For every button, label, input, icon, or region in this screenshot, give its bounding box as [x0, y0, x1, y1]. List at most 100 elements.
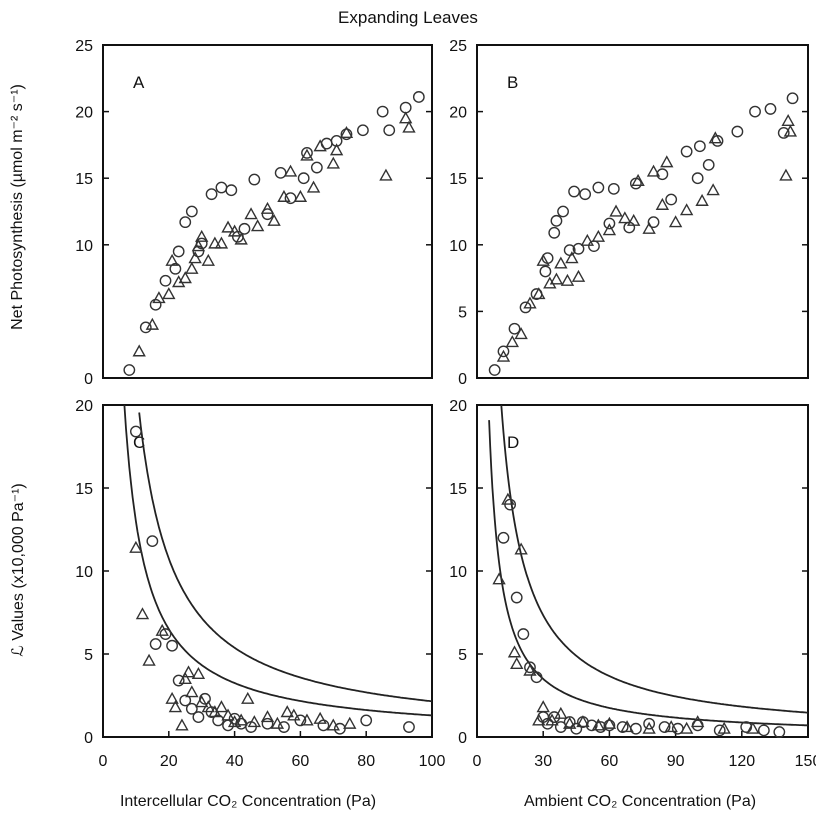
panel-d-xtick-label: 120 — [728, 753, 755, 770]
panel-a-circle-point — [215, 181, 228, 194]
panel-b-triangle-point — [609, 204, 623, 217]
panel-d-triangle-point — [514, 542, 528, 555]
panel-d-circle-point — [773, 726, 786, 738]
panel-a-circle-point — [261, 208, 274, 221]
panel-d-ytick-label: 15 — [449, 481, 467, 498]
panel-c-triangle-point — [168, 700, 183, 713]
panel-b-circle-point — [588, 240, 600, 253]
panel-b-triangle-point — [642, 221, 656, 234]
panel-c-xtick-label: 40 — [226, 753, 244, 770]
panel-a-circle-point — [169, 262, 182, 275]
panel-a-triangle-point — [379, 168, 393, 181]
panel-c-triangle-point — [129, 540, 143, 553]
panel-d-fit-curve-1 — [500, 404, 809, 714]
panel-b-triangle-point — [505, 335, 519, 348]
panel-b-triangle-point — [514, 327, 528, 340]
panel-a-triangle-point — [162, 287, 176, 300]
panel-c-ytick-label: 15 — [75, 481, 93, 498]
panel-a-triangle-point — [250, 219, 265, 232]
panel-c-xtick-label: 80 — [357, 753, 375, 770]
panel-c-circle-point — [278, 721, 290, 733]
panel-a-triangle-point — [283, 164, 298, 177]
panel-a-triangle-point — [300, 148, 314, 161]
panel-c-circle-point — [149, 638, 162, 650]
panel-c-circle-point — [179, 694, 192, 707]
panel-c-ytick-label: 5 — [84, 647, 93, 664]
panel-b-circle-point — [665, 193, 678, 206]
panel-a-circle-point — [205, 188, 218, 201]
panel-a-circle-point — [192, 245, 205, 258]
panel-d-circle-point — [713, 724, 726, 737]
panel-a-circle-point — [376, 105, 389, 118]
panel-a-circle-point — [340, 128, 353, 141]
panel-b-triangle-point — [591, 229, 606, 242]
panel-a-ytick-label: 20 — [75, 105, 93, 122]
panel-a-triangle-point — [277, 189, 291, 202]
panel-b-triangle-point — [543, 276, 557, 289]
panel-b-circle-point — [541, 252, 554, 265]
panel-d-ytick-label: 20 — [449, 398, 467, 415]
panel-d-circle-point — [594, 721, 607, 733]
panel-c-fit-curve-1 — [123, 404, 433, 717]
panel-c-triangle-point — [221, 708, 235, 721]
panel-d-circle-point — [497, 531, 510, 544]
panel-c-triangle-point — [247, 715, 262, 728]
panel-a-circle-point — [159, 274, 172, 287]
panel-d-circle-point — [629, 722, 642, 735]
panel-c-triangle-point — [260, 710, 275, 723]
panel-c-triangle-point — [181, 665, 196, 678]
panel-a-triangle-point — [171, 275, 186, 288]
panel-a-triangle-point — [227, 224, 242, 237]
panel-a-triangle-point — [306, 180, 321, 193]
panel-d-ytick-label: 10 — [449, 564, 467, 581]
panel-b-ytick-label: 20 — [449, 105, 467, 122]
panel-b-circle-point — [764, 103, 777, 115]
panel-d-triangle-point — [602, 716, 617, 729]
panel-c-triangle-point — [326, 718, 340, 731]
panel-b-triangle-point — [549, 272, 564, 285]
panel-a-circle-point — [185, 205, 198, 218]
panel-b-circle-point — [786, 92, 799, 105]
panel-d-circle-point — [524, 661, 536, 674]
panel-b-ytick-label: 10 — [449, 238, 467, 255]
panel-b-ytick-label: 5 — [458, 304, 467, 321]
panel-a-circle-point — [412, 91, 425, 103]
panel-b-circle-point — [607, 182, 620, 195]
panel-c-xtick-label: 0 — [99, 753, 108, 770]
panel-a-triangle-point — [244, 207, 258, 220]
panel-a-triangle-point — [267, 213, 281, 226]
x-axis-label-right: Ambient CO₂ Concentration (Pa) — [523, 793, 757, 810]
panel-a-circle-point — [357, 124, 369, 137]
panel-d-xtick-label: 60 — [601, 753, 619, 770]
panel-d-triangle-point — [620, 720, 634, 733]
panel-b-circle-point — [539, 265, 552, 278]
panel-c-circle-point — [185, 702, 198, 715]
panel-c-triangle-point — [313, 711, 327, 724]
panel-b-ytick-label: 25 — [449, 38, 467, 55]
panel-d-triangle-point — [642, 721, 656, 734]
panel-a-ytick-label: 10 — [75, 238, 93, 255]
panel-c-triangle-point — [214, 700, 229, 713]
panel-a-triangle-point — [313, 139, 327, 152]
panel-b-circle-point — [731, 125, 744, 138]
panel-b-ytick-label: 0 — [458, 371, 467, 388]
panel-b-circle-point — [603, 217, 616, 230]
panel-b-label: B — [507, 73, 518, 92]
panel-d-circle-point — [530, 671, 543, 684]
panel-a-triangle-point — [326, 156, 340, 169]
panel-b-triangle-point — [646, 164, 661, 177]
panel-a-circle-point — [284, 192, 297, 205]
panel-c-ytick-label: 10 — [75, 564, 93, 581]
panel-b-triangle-point — [626, 213, 641, 226]
panel-a-triangle-point — [339, 125, 354, 139]
panel-b-circle-point — [749, 105, 761, 118]
panel-a-triangle-point — [293, 189, 308, 202]
panel-a-triangle-point — [165, 253, 179, 266]
panel-c-circle-point — [192, 711, 205, 723]
panel-d-xtick-label: 150 — [795, 753, 816, 770]
panel-d-triangle-point — [501, 492, 515, 505]
panel-d-triangle-point — [507, 645, 522, 658]
panel-b-triangle-point — [496, 349, 511, 362]
panel-a-circle-point — [123, 364, 136, 376]
panel-b-circle-point — [508, 322, 521, 335]
